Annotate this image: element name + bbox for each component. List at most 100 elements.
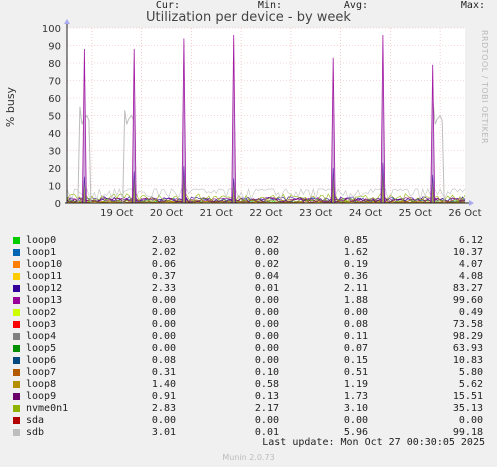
legend-series-name: loop4 (26, 331, 57, 342)
legend-value-avg: 1.19 (343, 379, 368, 390)
y-tick-label: 100 (42, 24, 61, 35)
legend-row-loop1: loop1 2.02 0.00 1.62 10.37 (0, 247, 497, 259)
legend-series-name: loop0 (26, 235, 57, 246)
x-tick-label: 25 Oct (399, 208, 432, 219)
legend-value-min: 0.00 (254, 295, 279, 306)
legend-value-avg: 0.07 (343, 343, 368, 354)
x-tick-label: 26 Oct (448, 208, 481, 219)
legend-series-name: loop2 (26, 307, 57, 318)
x-tick-label: 23 Oct (299, 208, 332, 219)
legend-value-avg: 1.88 (343, 295, 368, 306)
legend-value-cur: 0.00 (151, 415, 176, 426)
legend-row-loop4: loop4 0.00 0.00 0.11 98.29 (0, 331, 497, 343)
last-update: Last update: Mon Oct 27 00:30:05 2025 (262, 437, 485, 448)
legend-swatch (13, 261, 20, 268)
legend-value-max: 5.62 (458, 379, 483, 390)
legend-value-avg: 0.19 (343, 259, 368, 270)
legend-series-name: nvme0n1 (26, 403, 69, 414)
legend-series-name: loop9 (26, 391, 57, 402)
legend-value-cur: 3.01 (151, 427, 176, 438)
legend-swatch (13, 297, 20, 304)
legend-series-name: loop11 (26, 271, 63, 282)
legend-swatch (13, 285, 20, 292)
legend-value-max: 98.29 (452, 331, 483, 342)
legend-swatch (13, 249, 20, 256)
legend-row-loop5: loop5 0.00 0.00 0.07 63.93 (0, 343, 497, 355)
legend-series-name: sda (26, 415, 45, 426)
y-tick-label: 30 (48, 147, 61, 158)
x-tick-label: 22 Oct (249, 208, 282, 219)
legend-value-cur: 2.83 (151, 403, 176, 414)
legend-header-min: Min: (257, 0, 282, 11)
legend-value-min: 2.17 (254, 403, 279, 414)
legend-row-loop3: loop3 0.00 0.00 0.08 73.58 (0, 319, 497, 331)
legend-swatch (13, 393, 20, 400)
legend-header-cur: Cur: (155, 0, 180, 11)
legend-swatch (13, 357, 20, 364)
chart-title: Utilization per device - by week (146, 10, 351, 25)
legend-value-cur: 0.31 (151, 367, 176, 378)
legend-value-avg: 2.11 (343, 283, 368, 294)
legend-value-avg: 0.85 (343, 235, 368, 246)
legend-row-loop6: loop6 0.08 0.00 0.15 10.83 (0, 355, 497, 367)
x-axis-arrow (469, 200, 474, 206)
y-tick-label: 10 (48, 182, 61, 193)
legend-value-max: 0.49 (458, 307, 483, 318)
legend-row-loop9: loop9 0.91 0.13 1.73 15.51 (0, 391, 497, 403)
legend-swatch (13, 429, 20, 436)
legend-value-max: 73.58 (452, 319, 483, 330)
legend-swatch (13, 345, 20, 352)
legend-value-min: 0.00 (254, 355, 279, 366)
y-tick-label: 20 (48, 164, 61, 175)
legend-value-min: 0.02 (254, 259, 279, 270)
x-tick-label: 24 Oct (349, 208, 382, 219)
legend-value-avg: 0.15 (343, 355, 368, 366)
legend-swatch (13, 333, 20, 340)
x-tick-labels: 19 Oct 20 Oct 21 Oct 22 Oct 23 Oct 24 Oct 25 O… (100, 208, 482, 219)
legend-value-avg: 1.73 (343, 391, 368, 402)
legend-series-name: sdb (26, 427, 45, 438)
legend-value-cur: 0.06 (151, 259, 176, 270)
legend-value-cur: 1.40 (151, 379, 176, 390)
legend-row-loop0: loop0 2.03 0.02 0.85 6.12 (0, 235, 497, 247)
legend-header-avg: Avg: (343, 0, 368, 11)
legend-value-min: 0.01 (254, 427, 279, 438)
legend-value-min: 0.04 (254, 271, 279, 282)
legend-value-max: 99.18 (452, 427, 483, 438)
legend-value-min: 0.00 (254, 319, 279, 330)
legend-value-avg: 0.36 (343, 271, 368, 282)
legend-row-loop2: loop2 0.00 0.00 0.00 0.49 (0, 307, 497, 319)
y-tick-label: 80 (48, 59, 61, 70)
legend-swatch (13, 369, 20, 376)
legend-value-cur: 0.91 (151, 391, 176, 402)
legend-value-cur: 0.00 (151, 331, 176, 342)
legend-value-cur: 2.03 (151, 235, 176, 246)
legend-series-name: loop13 (26, 295, 63, 306)
legend-series-name: loop10 (26, 259, 63, 270)
legend-row-sda: sda 0.00 0.00 0.00 0.00 (0, 415, 497, 427)
legend-series-name: loop12 (26, 283, 63, 294)
legend-value-min: 0.00 (254, 415, 279, 426)
legend-value-avg: 0.51 (343, 367, 368, 378)
legend-series-name: loop6 (26, 355, 57, 366)
legend-series-name: loop1 (26, 247, 57, 258)
legend-swatch (13, 237, 20, 244)
legend-swatch (13, 273, 20, 280)
legend-value-min: 0.00 (254, 331, 279, 342)
legend-swatch (13, 417, 20, 424)
legend-value-max: 6.12 (458, 235, 483, 246)
legend-swatch (13, 309, 20, 316)
y-tick-label: 70 (48, 77, 61, 88)
legend-value-max: 83.27 (452, 283, 483, 294)
legend-value-min: 0.00 (254, 343, 279, 354)
legend-value-min: 0.00 (254, 307, 279, 318)
legend-value-min: 0.01 (254, 283, 279, 294)
legend-value-avg: 0.11 (343, 331, 368, 342)
legend-value-max: 4.07 (458, 259, 483, 270)
legend-series-name: loop3 (26, 319, 57, 330)
y-tick-label: 0 (55, 199, 61, 210)
legend-value-min: 0.10 (254, 367, 279, 378)
legend-value-avg: 5.96 (343, 427, 368, 438)
legend-value-max: 99.60 (452, 295, 483, 306)
legend-value-min: 0.00 (254, 247, 279, 258)
